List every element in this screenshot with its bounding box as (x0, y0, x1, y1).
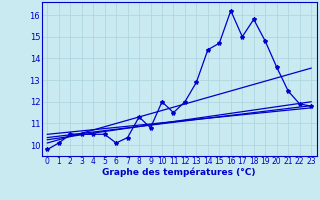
X-axis label: Graphe des températures (°C): Graphe des températures (°C) (102, 168, 256, 177)
